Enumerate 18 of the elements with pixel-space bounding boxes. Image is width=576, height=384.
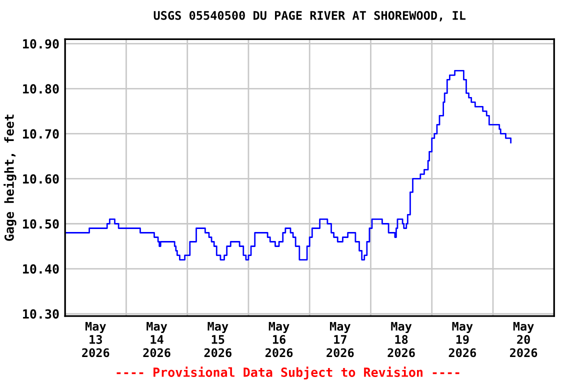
y-tick-label: 10.50 — [23, 219, 59, 229]
y-axis-title: Gage height, feet — [4, 114, 16, 241]
y-tick-label: 10.40 — [23, 264, 59, 274]
x-tick-label: May 13 2026 — [82, 322, 110, 358]
x-tick-label: May 14 2026 — [143, 322, 170, 358]
x-tick-label: May 16 2026 — [265, 322, 293, 358]
chart-title: USGS 05540500 DU PAGE RIVER AT SHOREWOOD, IL — [154, 10, 466, 22]
x-tick-label: May 18 2026 — [388, 322, 415, 358]
y-tick-label: 10.90 — [23, 39, 59, 49]
x-tick-label: May 15 2026 — [204, 322, 232, 358]
x-tick-label: May 19 2026 — [448, 322, 476, 358]
x-tick-label: May 20 2026 — [510, 322, 538, 358]
text: ---- Provisional Data Subject to Revision ---- — [116, 366, 460, 380]
y-tick-label: 10.70 — [23, 129, 59, 139]
x-tick-label: May 17 2026 — [326, 322, 354, 358]
y-tick-label: 10.80 — [23, 84, 59, 94]
y-tick-label: 10.30 — [23, 309, 59, 319]
y-tick-label: 10.60 — [23, 174, 59, 184]
